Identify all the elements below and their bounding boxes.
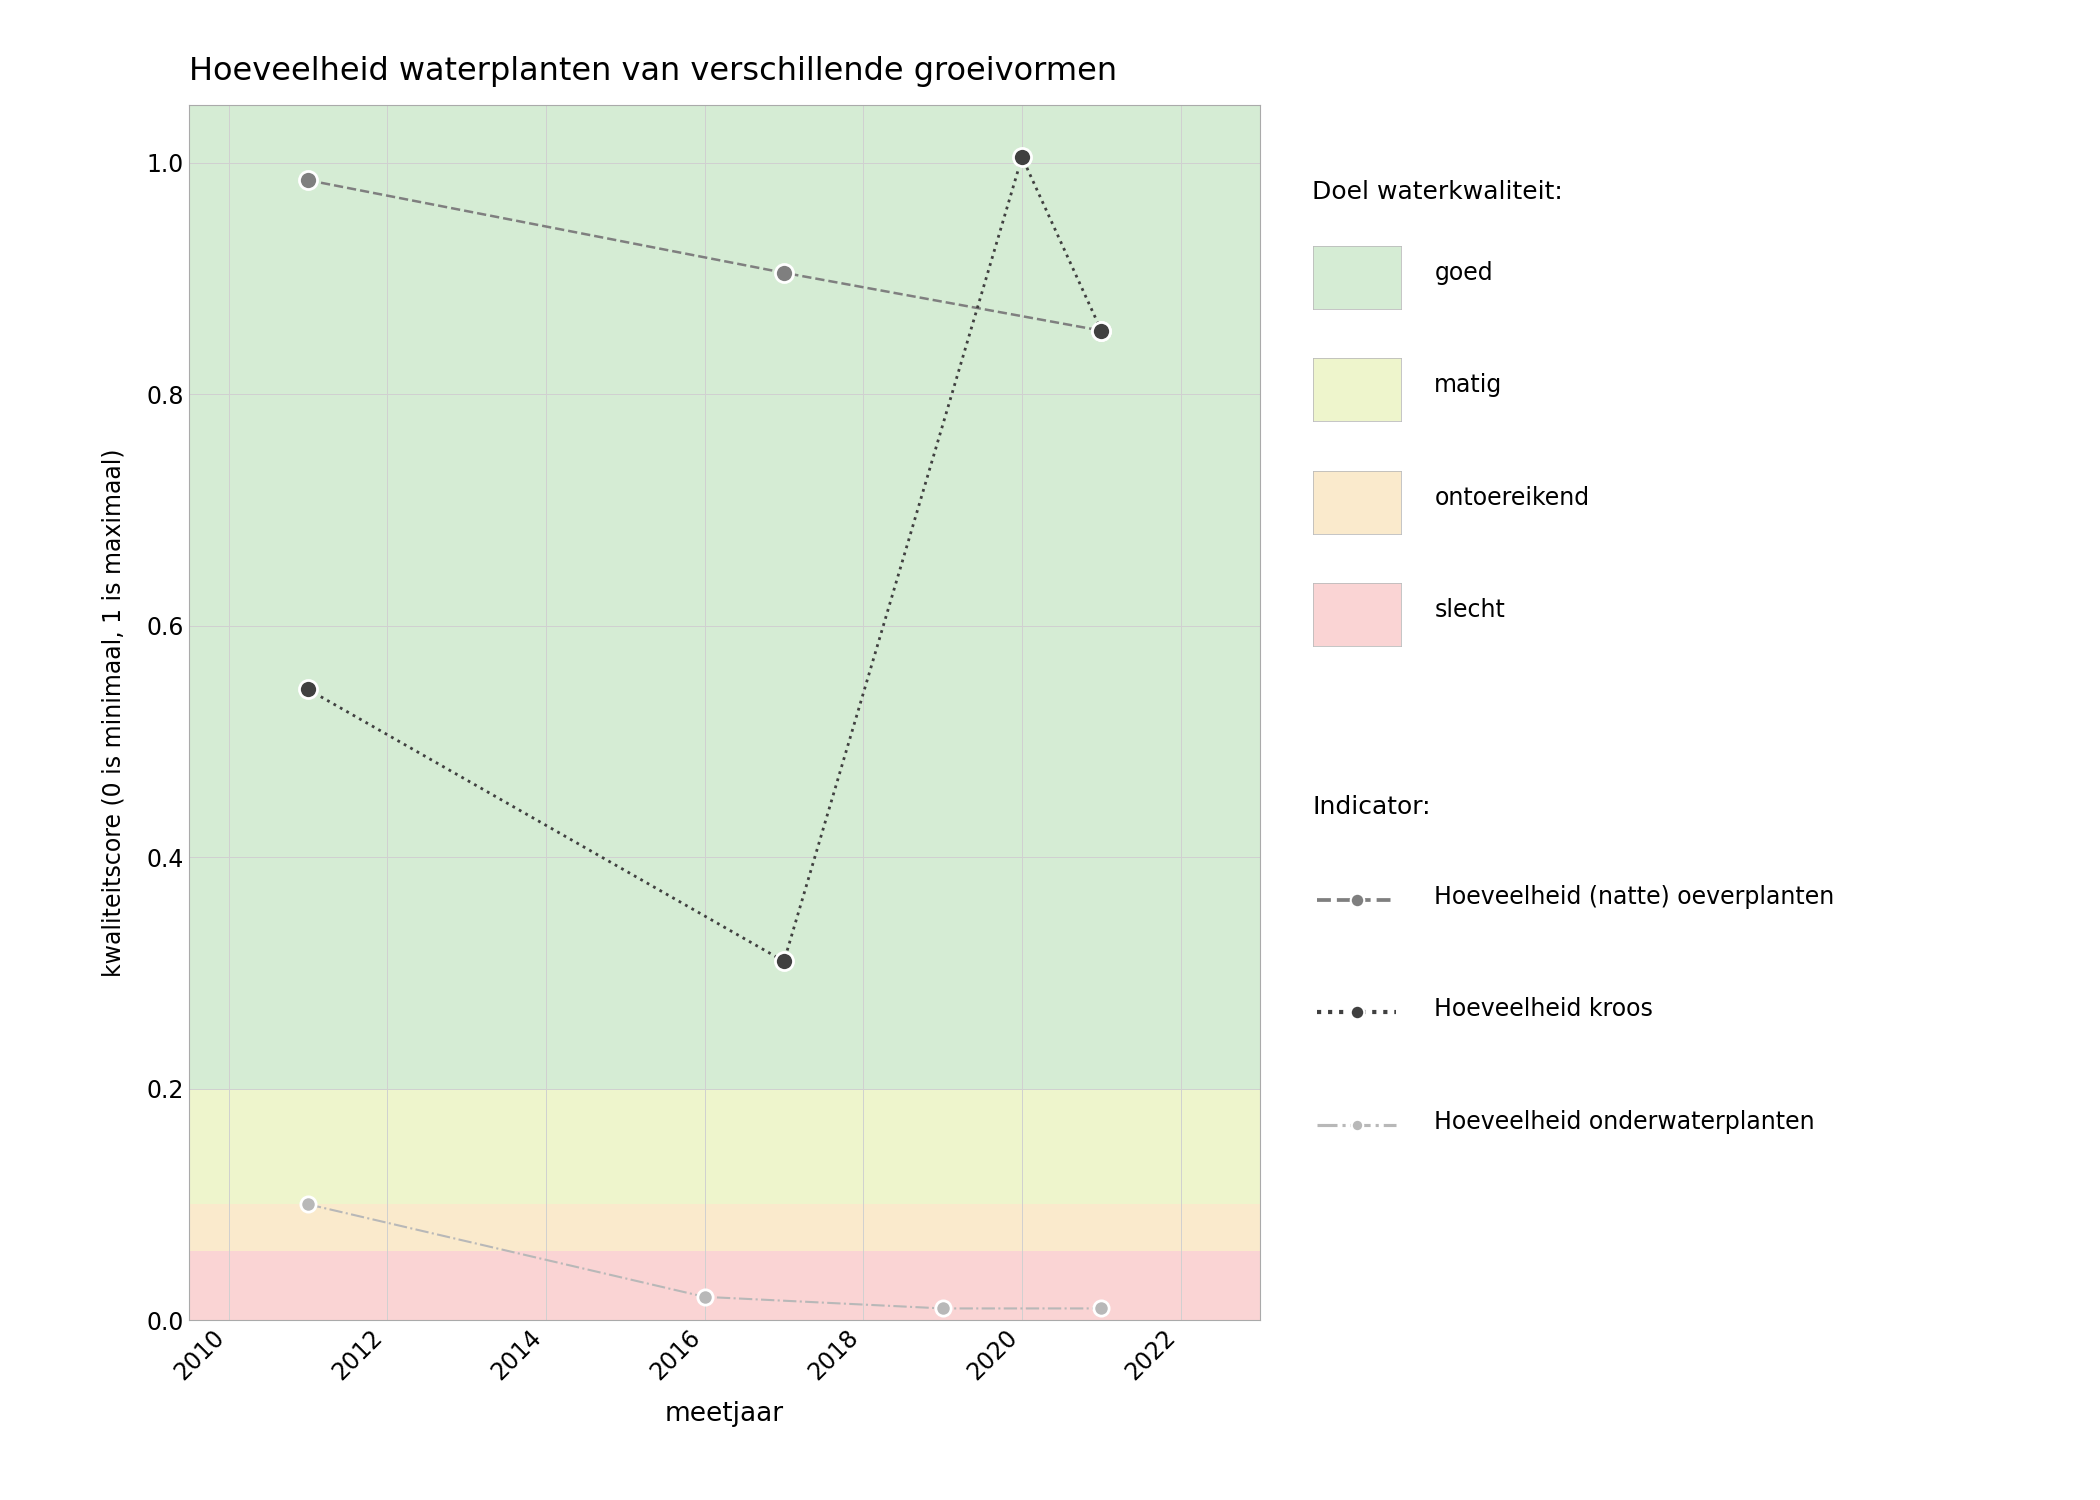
Text: Hoeveelheid onderwaterplanten: Hoeveelheid onderwaterplanten [1434, 1110, 1814, 1134]
Bar [189, 1089, 1260, 1204]
Bar [189, 1204, 1260, 1251]
Text: Hoeveelheid (natte) oeverplanten: Hoeveelheid (natte) oeverplanten [1434, 885, 1835, 909]
Text: goed: goed [1434, 261, 1493, 285]
Text: Hoeveelheid waterplanten van verschillende groeivormen: Hoeveelheid waterplanten van verschillen… [189, 56, 1117, 87]
Text: Indicator:: Indicator: [1312, 795, 1430, 819]
Text: Doel waterkwaliteit:: Doel waterkwaliteit: [1312, 180, 1562, 204]
Bar [189, 105, 1260, 1089]
Text: Hoeveelheid kroos: Hoeveelheid kroos [1434, 998, 1653, 1022]
Y-axis label: kwaliteitscore (0 is minimaal, 1 is maximaal): kwaliteitscore (0 is minimaal, 1 is maxi… [101, 448, 126, 976]
Bar [189, 1251, 1260, 1320]
X-axis label: meetjaar: meetjaar [666, 1401, 783, 1426]
Text: matig: matig [1434, 374, 1504, 398]
Text: slecht: slecht [1434, 598, 1506, 622]
Text: ontoereikend: ontoereikend [1434, 486, 1590, 510]
